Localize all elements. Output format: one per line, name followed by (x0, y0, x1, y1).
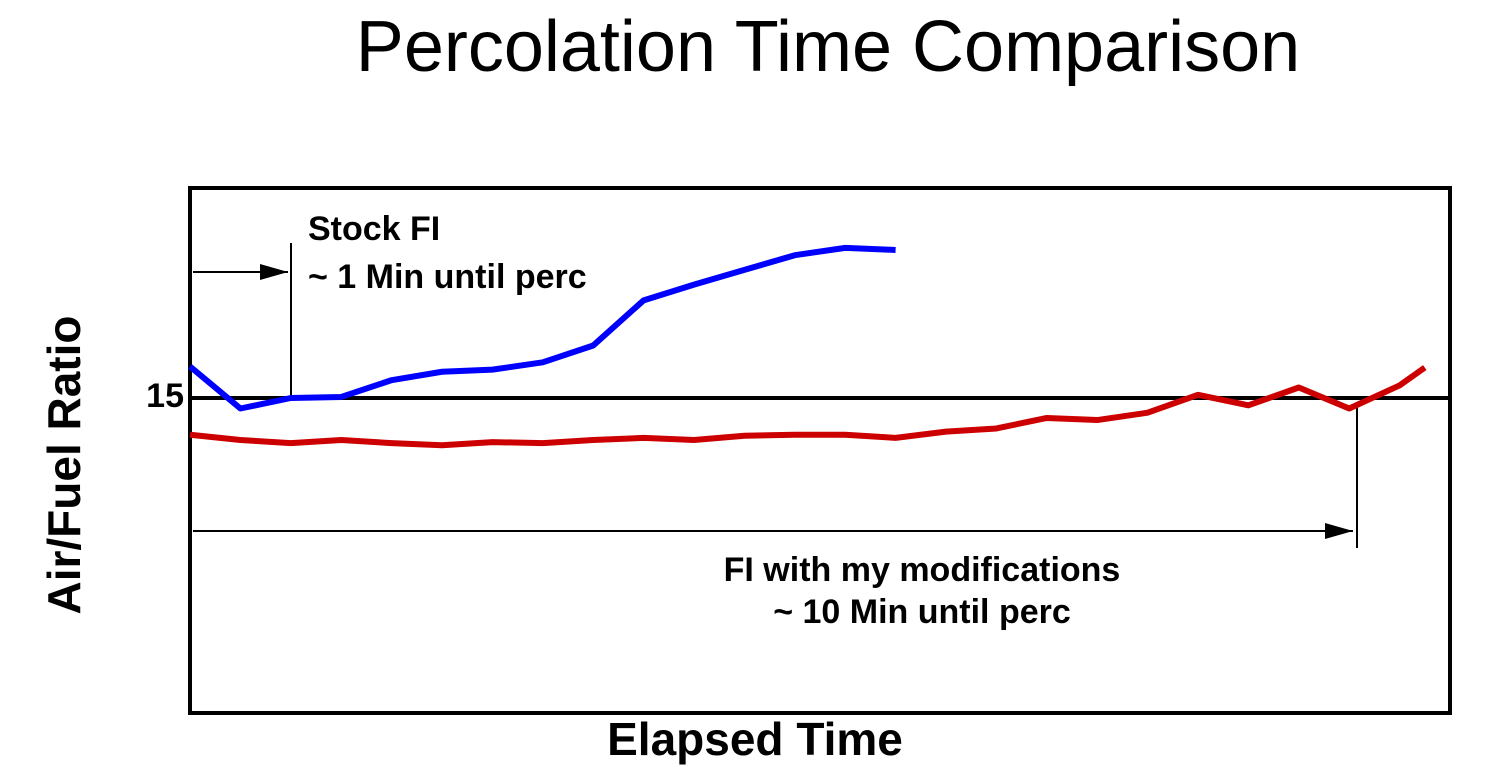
data-line (189, 365, 1427, 449)
y-axis-label: Air/Fuel Ratio (38, 315, 90, 614)
y-tick-label: 15 (146, 377, 184, 415)
annotation: ~ 1 Min until perc (308, 258, 587, 296)
chart-title: Percolation Time Comparison (356, 7, 1300, 87)
x-axis-label: Elapsed Time (607, 713, 903, 765)
legend-label: Stock FI (308, 210, 440, 248)
data-line (188, 244, 896, 412)
legend-label: FI with my modifications (724, 551, 1121, 589)
plot-frame (188, 186, 1452, 715)
annotation: ~ 10 Min until perc (773, 593, 1071, 631)
